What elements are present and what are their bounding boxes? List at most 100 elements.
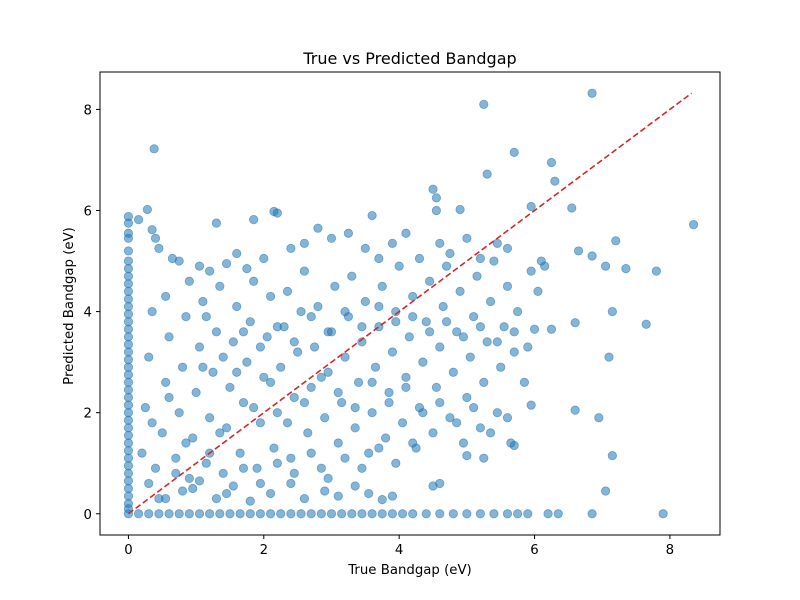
data-point: [225, 509, 235, 519]
data-point: [123, 271, 134, 281]
data-point: [174, 509, 184, 519]
data-point: [353, 377, 364, 387]
data-point: [276, 509, 286, 519]
data-point: [177, 362, 188, 372]
data-point: [435, 509, 445, 519]
data-point: [343, 228, 354, 238]
data-point: [201, 458, 211, 468]
data-point: [347, 509, 357, 519]
data-point: [502, 281, 513, 291]
data-point: [123, 370, 134, 380]
data-point: [184, 276, 194, 286]
data-point: [570, 405, 580, 415]
data-point: [587, 88, 597, 98]
data-point: [316, 372, 326, 382]
data-point: [225, 382, 235, 393]
data-point: [367, 509, 377, 519]
reference-line-layer: [127, 92, 693, 515]
data-point: [289, 392, 299, 403]
data-point: [123, 377, 134, 387]
data-point: [533, 286, 543, 296]
data-point: [387, 509, 397, 519]
data-point: [133, 509, 144, 519]
data-point: [357, 322, 367, 332]
data-point: [262, 332, 272, 342]
data-point: [418, 357, 428, 367]
data-point: [157, 428, 167, 438]
data-point: [150, 233, 161, 243]
data-point: [441, 261, 452, 271]
data-point: [123, 392, 134, 403]
data-point: [573, 246, 584, 256]
data-point: [387, 491, 397, 501]
data-point: [513, 306, 523, 317]
data-point: [123, 355, 134, 365]
data-point: [607, 306, 617, 317]
data-point: [469, 312, 479, 322]
data-point: [142, 204, 152, 215]
data-point: [164, 332, 174, 342]
data-point: [221, 488, 232, 499]
data-point: [272, 208, 282, 218]
data-point: [428, 428, 438, 438]
data-point: [455, 204, 465, 215]
data-point: [381, 433, 391, 443]
data-point: [299, 397, 310, 408]
data-point: [445, 248, 455, 259]
data-point: [123, 339, 134, 350]
data-point: [482, 337, 492, 347]
data-point: [489, 256, 499, 266]
data-point: [123, 256, 134, 266]
data-point: [211, 218, 222, 228]
data-point: [435, 342, 445, 352]
data-point: [479, 453, 489, 463]
data-point: [123, 438, 134, 448]
data-point: [455, 286, 465, 296]
data-point: [313, 223, 323, 233]
data-point: [198, 296, 208, 307]
data-point: [452, 418, 462, 428]
data-point: [228, 481, 238, 491]
data-point: [472, 271, 482, 281]
data-point: [401, 382, 411, 393]
data-point: [435, 397, 445, 408]
data-point: [286, 509, 296, 519]
x-tick-label: 6: [530, 543, 538, 558]
data-point: [377, 495, 387, 505]
data-point: [387, 238, 397, 248]
data-point: [462, 233, 472, 243]
data-point: [394, 261, 404, 271]
data-point: [272, 458, 282, 468]
data-point: [431, 382, 441, 393]
data-point: [316, 509, 326, 519]
data-point: [462, 451, 472, 461]
data-point: [482, 169, 492, 179]
data-point: [123, 483, 134, 494]
data-point: [485, 296, 496, 307]
data-point: [509, 147, 519, 157]
data-point: [540, 261, 550, 271]
data-point: [198, 362, 208, 372]
data-point: [238, 397, 249, 408]
data-point: [553, 509, 563, 519]
data-point: [242, 357, 252, 367]
data-point: [123, 445, 134, 456]
data-point: [333, 387, 343, 398]
data-point: [293, 347, 303, 357]
data-point: [238, 327, 249, 337]
data-point: [299, 238, 310, 248]
data-point: [607, 451, 617, 461]
data-point: [235, 448, 245, 458]
data-point: [221, 258, 232, 269]
data-point: [387, 347, 397, 357]
data-point: [438, 301, 448, 312]
data-point: [286, 453, 296, 463]
data-point: [201, 312, 211, 322]
data-point: [211, 327, 222, 337]
x-tick-label: 8: [666, 543, 674, 558]
chart-title: True vs Predicted Bandgap: [302, 49, 516, 68]
data-point: [323, 327, 333, 337]
data-point: [123, 332, 134, 342]
data-point: [164, 392, 174, 403]
data-point: [526, 400, 536, 410]
